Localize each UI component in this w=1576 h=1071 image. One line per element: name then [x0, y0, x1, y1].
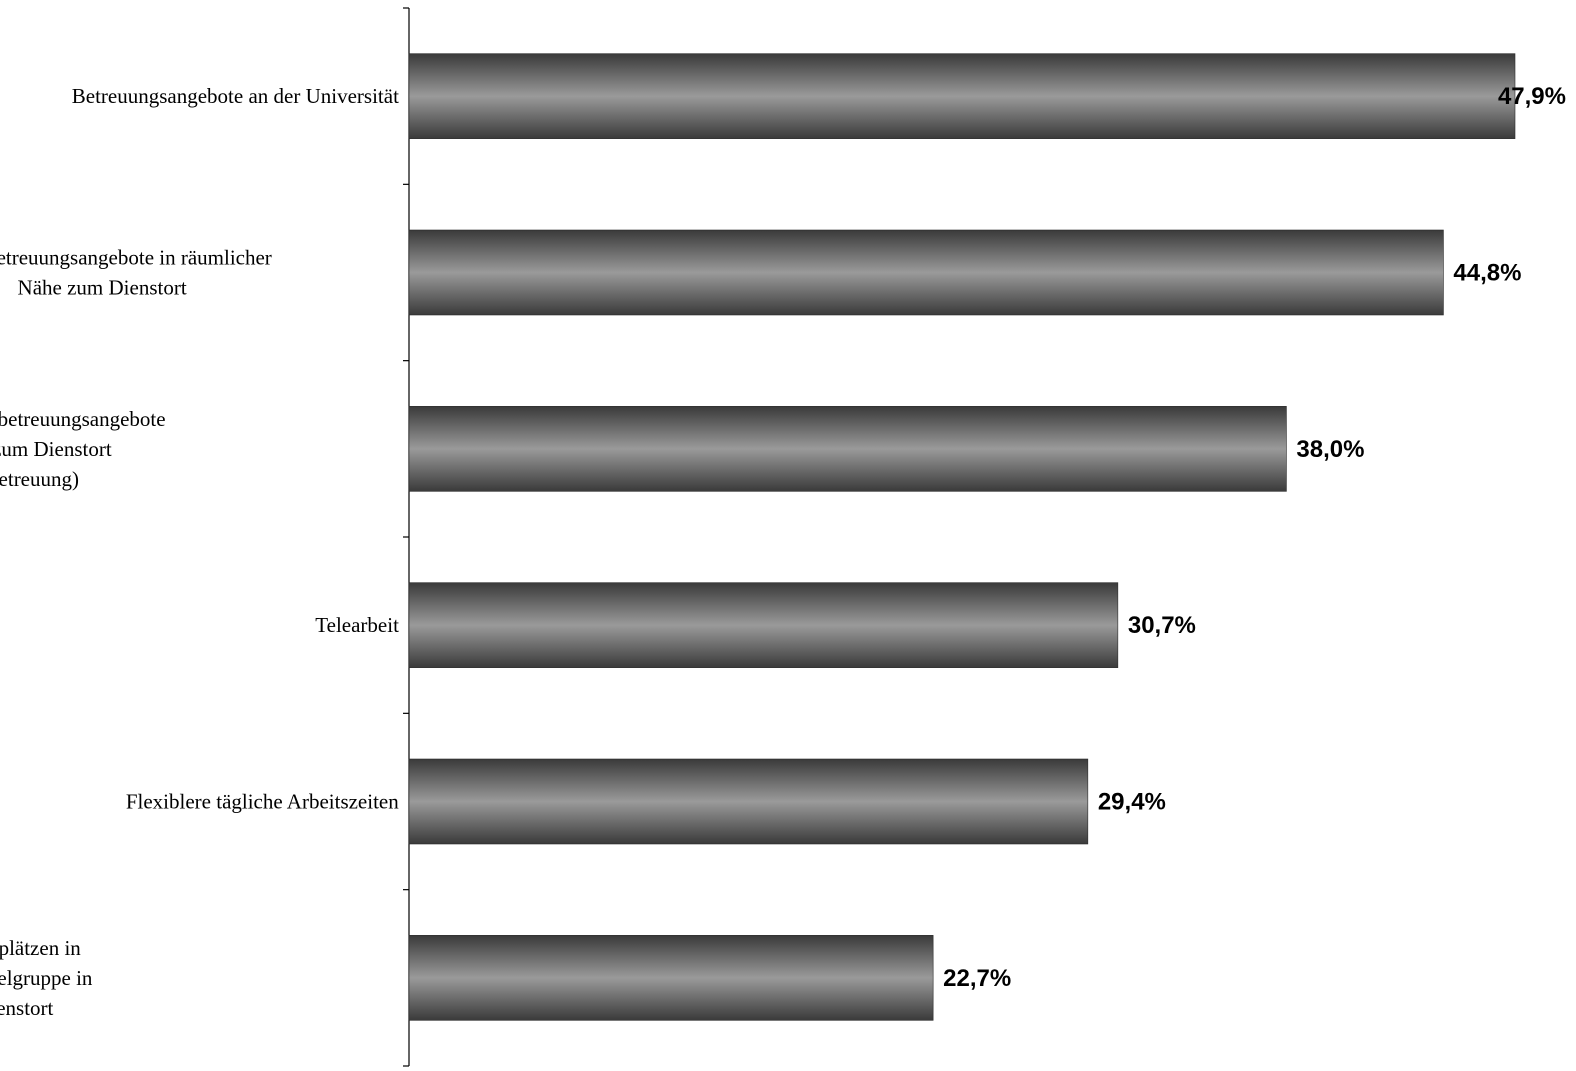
- bar: [408, 758, 1089, 845]
- category-label-line: Betreuungsangebote an der Universität: [72, 84, 399, 108]
- category-label-line: Nähe zum Dienstort: [18, 276, 187, 300]
- category-label-line: Vermittlung von Betreuungsplätzen in: [0, 936, 81, 960]
- value-labels: 47,9% 44,8% 38,0% 30,7% 29,4% 22,7%: [943, 83, 1566, 992]
- bar: [408, 582, 1119, 668]
- category-label: Flexiblere tägliche Arbeitszeiten: [126, 790, 399, 814]
- category-label-line: in der Nähe zum Dienstort: [0, 437, 112, 461]
- value-label: 29,4%: [1098, 789, 1166, 816]
- bar: [408, 935, 934, 1021]
- value-label: 47,9%: [1498, 83, 1566, 110]
- category-label: Ferienbetreuungsangebote in räumlicher Nä…: [0, 246, 272, 300]
- value-label: 38,0%: [1296, 436, 1364, 463]
- value-label: 22,7%: [943, 965, 1011, 992]
- value-label: 44,8%: [1453, 260, 1521, 287]
- value-label: 30,7%: [1128, 612, 1196, 639]
- bars: [408, 53, 1516, 1021]
- bar: [408, 53, 1516, 139]
- bar: [408, 229, 1444, 316]
- category-labels: Betreuungsangebote an der Universität Fer…: [0, 84, 399, 1020]
- category-label-line: Flexiblere tägliche Arbeitszeiten: [126, 790, 399, 814]
- category-label-line: Ferienbetreuungsangebote in räumlicher: [0, 246, 272, 270]
- category-label: Betreuungsangebote an der Universität: [72, 84, 399, 108]
- category-label-line: Telearbeit: [315, 613, 399, 637]
- category-label: Flexiblere Kurzzeitbetreuungsangebote in …: [0, 407, 166, 491]
- category-label-line: (Notfallbetreuung): [0, 467, 79, 491]
- bar: [408, 406, 1287, 492]
- category-label: Telearbeit: [315, 613, 399, 637]
- category-label-line: räumlicher Nähe zum Dienstort: [0, 996, 54, 1020]
- y-axis: [403, 7, 410, 1067]
- category-label-line: Flexiblere Kurzzeitbetreuungsangebote: [0, 407, 166, 431]
- category-label-line: Kindertagesstätte/Hort/Krabbelgruppe in: [0, 966, 93, 990]
- category-label: Vermittlung von Betreuungsplätzen in Kind…: [0, 936, 93, 1020]
